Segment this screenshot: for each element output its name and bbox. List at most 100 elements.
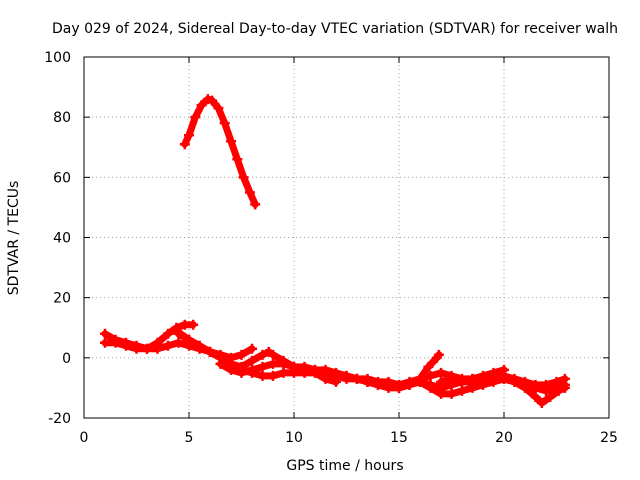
data-point (179, 319, 190, 330)
data-point (425, 382, 436, 393)
y-tick-label: 40 (53, 231, 71, 247)
data-point (415, 376, 425, 387)
data-point (383, 382, 394, 393)
data-point (184, 130, 194, 141)
x-tick-label: 20 (495, 430, 513, 446)
data-point (530, 391, 541, 402)
data-point (310, 364, 320, 375)
x-tick-label: 25 (600, 430, 618, 446)
data-point (190, 112, 201, 123)
data-point (551, 382, 562, 393)
data-point (247, 343, 257, 354)
data-point (536, 397, 547, 408)
data-point (163, 328, 173, 339)
data-point (457, 385, 467, 396)
x-axis-title: GPS time / hours (286, 458, 403, 474)
data-point (423, 361, 434, 372)
data-point (236, 367, 247, 378)
data-point (436, 376, 446, 387)
data-point (545, 391, 556, 402)
data-point (278, 358, 289, 369)
y-tick-labels: -20 0 20 40 60 80 100 (44, 50, 71, 427)
data-point (207, 95, 218, 106)
x-tick-label: 5 (185, 430, 194, 446)
y-tick-label: 80 (53, 110, 71, 126)
data-point (541, 385, 551, 396)
data-point (436, 367, 446, 378)
data-point (341, 373, 352, 384)
data-point (179, 139, 190, 150)
data-point (446, 388, 457, 399)
data-point (184, 334, 194, 345)
data-point (257, 370, 268, 381)
x-tick-labels: 0 5 10 15 20 25 (80, 430, 618, 446)
chart-title: Day 029 of 2024, Sidereal Day-to-day VTE… (52, 21, 618, 37)
data-point (467, 376, 478, 387)
data-point (196, 100, 207, 111)
data-point (247, 364, 257, 375)
data-point (175, 328, 186, 339)
data-point (362, 376, 373, 387)
data-point (530, 382, 541, 393)
data-point (152, 343, 163, 354)
x-tick-label: 0 (80, 430, 89, 446)
data-point (205, 346, 215, 357)
data-point (163, 340, 173, 351)
data-point (331, 370, 341, 381)
data-point (457, 376, 467, 387)
grid-lines (84, 57, 609, 418)
data-point (226, 364, 236, 375)
y-tick-label: 20 (53, 291, 71, 307)
data-point (110, 334, 121, 345)
data-point (488, 370, 499, 381)
data-point (299, 361, 310, 372)
data-point (499, 373, 509, 384)
data-point (520, 379, 530, 390)
data-point (194, 340, 205, 351)
data-point (257, 349, 268, 360)
y-tick-label: 60 (53, 170, 71, 186)
data-point (559, 379, 570, 390)
data-point (352, 373, 362, 384)
data-point (100, 328, 110, 339)
data-point (257, 361, 268, 372)
data-point (226, 136, 236, 147)
data-point (373, 379, 383, 390)
data-point (268, 349, 278, 360)
axis-ticks (83, 56, 610, 419)
y-tick-label: -20 (48, 411, 71, 427)
data-point (236, 349, 247, 360)
data-point (131, 340, 142, 351)
data-point (394, 382, 404, 393)
data-point (213, 103, 224, 114)
x-tick-label: 15 (390, 430, 408, 446)
data-point (215, 358, 226, 369)
data-point (478, 373, 488, 384)
y-tick-label: 0 (62, 351, 71, 367)
data-point (446, 373, 457, 384)
data-point (425, 370, 436, 381)
data-series-layer (100, 94, 570, 408)
data-point (238, 172, 249, 183)
data-point (268, 370, 278, 381)
plot-frame (83, 56, 610, 419)
data-point (188, 319, 199, 330)
data-point (268, 358, 278, 369)
data-point (247, 355, 257, 366)
x-tick-label: 10 (285, 430, 303, 446)
data-point (219, 118, 230, 129)
data-point (436, 388, 446, 399)
data-point (320, 367, 331, 378)
data-point (142, 343, 152, 354)
data-point (173, 337, 184, 348)
data-point (244, 187, 255, 198)
data-point (289, 361, 299, 372)
y-axis-title: SDTVAR / TECUs (6, 181, 22, 296)
data-point (404, 379, 415, 390)
data-point (121, 337, 131, 348)
data-point (232, 154, 243, 165)
y-tick-label: 100 (44, 50, 71, 66)
data-point (100, 337, 110, 348)
data-point (250, 199, 261, 210)
